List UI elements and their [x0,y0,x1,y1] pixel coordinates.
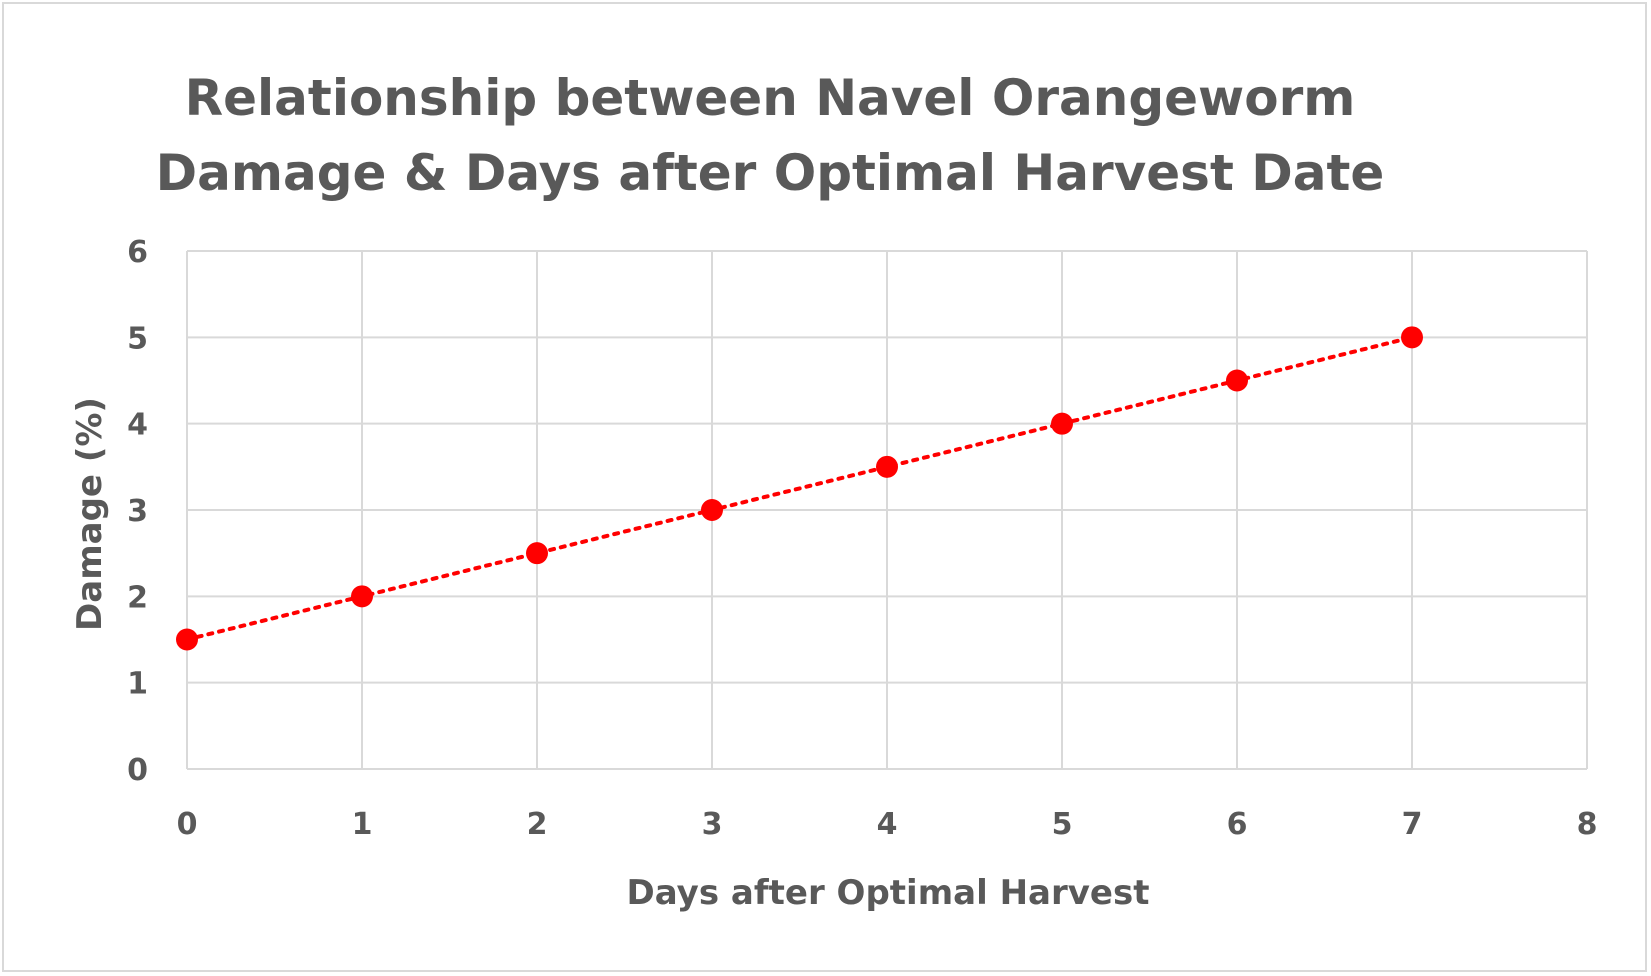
x-tick-label-1: 1 [352,807,373,842]
trendline [185,335,1414,642]
data-points [176,326,1423,651]
data-point-2 [526,542,548,565]
y-tick-label-4: 4 [127,408,148,443]
trendline-group [185,335,1414,642]
y-tick-label-3: 3 [127,494,148,529]
y-tick-label-0: 0 [127,753,148,788]
x-tick-label-2: 2 [527,807,548,842]
data-point-7 [1401,326,1423,349]
x-tick-label-4: 4 [877,807,898,842]
tick-labels: 0 1 2 3 4 5 6 0 1 2 3 4 5 6 7 8 [127,235,1597,842]
data-point-4 [876,455,898,478]
y-tick-label-6: 6 [127,235,148,270]
y-tick-label-5: 5 [127,321,148,356]
chart-title-line-2: Damage & Days after Optimal Harvest Date [156,144,1385,202]
x-tick-label-6: 6 [1227,807,1248,842]
x-axis-title: Days after Optimal Harvest [627,873,1150,913]
x-tick-label-7: 7 [1402,807,1423,842]
x-tick-label-5: 5 [1052,807,1073,842]
chart-title-line-1: Relationship between Navel Orangeworm [185,69,1356,127]
data-point-3 [701,499,723,521]
gridlines [186,250,1588,770]
x-tick-label-3: 3 [702,807,723,842]
y-tick-label-1: 1 [127,667,148,702]
data-point-6 [1226,369,1248,392]
y-tick-label-2: 2 [127,580,148,615]
data-point-1 [351,585,373,608]
x-tick-label-0: 0 [177,807,198,842]
data-point-0 [176,628,198,651]
data-point-5 [1051,412,1073,435]
y-axis-title: Damage (%) [70,397,110,631]
x-tick-label-8: 8 [1577,807,1598,842]
